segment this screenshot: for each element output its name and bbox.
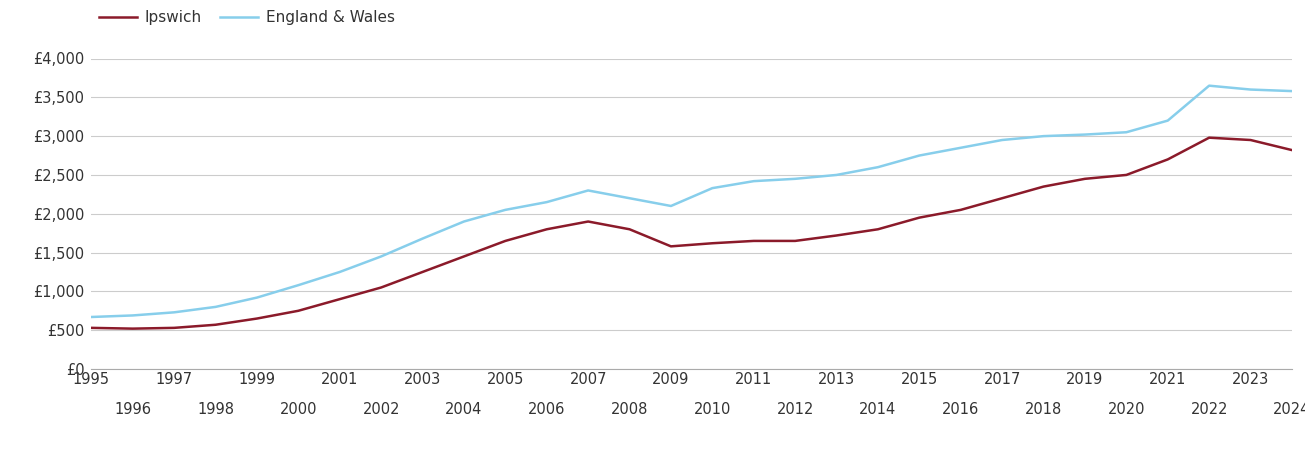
Text: 2018: 2018 <box>1024 402 1062 417</box>
Text: 2024: 2024 <box>1274 402 1305 417</box>
Text: 2010: 2010 <box>694 402 731 417</box>
Text: 2016: 2016 <box>942 402 979 417</box>
Text: 2008: 2008 <box>611 402 649 417</box>
Text: 1996: 1996 <box>115 402 151 417</box>
Text: 2014: 2014 <box>859 402 897 417</box>
Text: 2022: 2022 <box>1190 402 1228 417</box>
Text: 2004: 2004 <box>445 402 483 417</box>
Text: 2012: 2012 <box>776 402 814 417</box>
Text: 2006: 2006 <box>529 402 565 417</box>
Legend: Ipswich, England & Wales: Ipswich, England & Wales <box>99 10 395 25</box>
Text: 1998: 1998 <box>197 402 234 417</box>
Text: 2020: 2020 <box>1108 402 1144 417</box>
Text: 2002: 2002 <box>363 402 399 417</box>
Text: 2000: 2000 <box>279 402 317 417</box>
